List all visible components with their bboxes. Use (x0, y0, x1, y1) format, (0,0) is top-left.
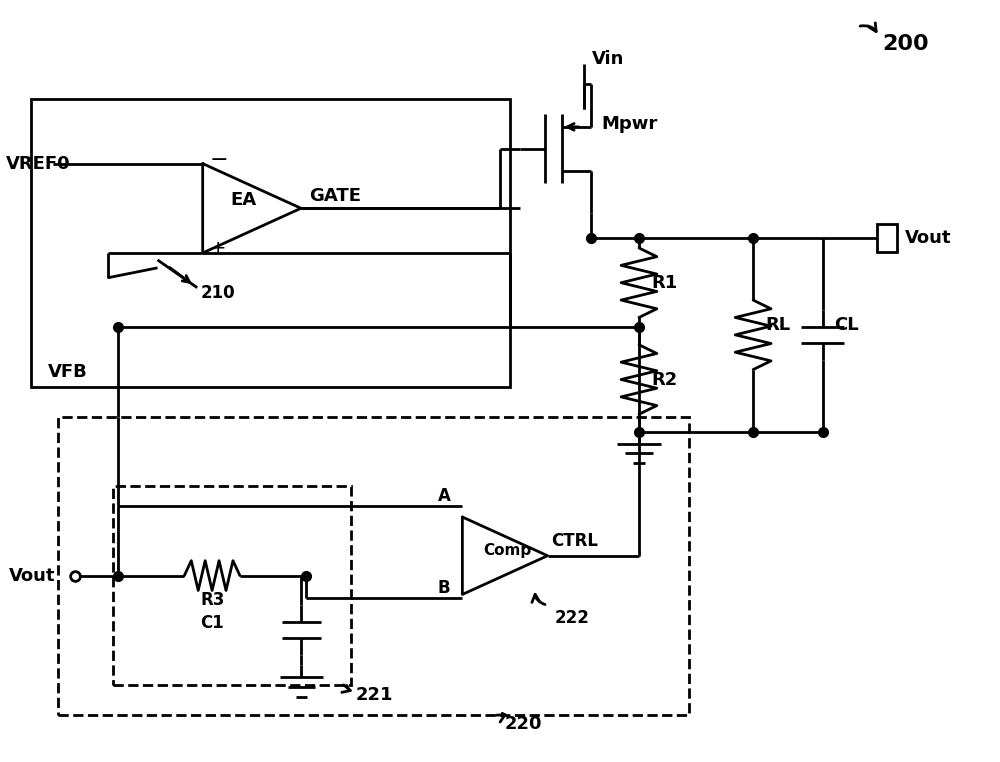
Text: EA: EA (230, 191, 256, 210)
Text: Vout: Vout (905, 229, 952, 247)
Bar (31, 99, 510, 387)
Text: RL: RL (765, 316, 790, 334)
Text: R2: R2 (651, 370, 677, 389)
Text: A: A (437, 487, 450, 505)
Text: 222: 222 (555, 610, 589, 627)
Text: GATE: GATE (309, 187, 361, 205)
Text: +: + (210, 239, 227, 258)
Text: Comp: Comp (483, 543, 531, 559)
Text: Vout: Vout (9, 567, 55, 584)
Text: VREF0: VREF0 (6, 155, 70, 173)
Text: C1: C1 (200, 614, 224, 632)
Text: −: − (210, 149, 229, 170)
Text: 221: 221 (356, 686, 394, 703)
Text: CTRL: CTRL (552, 532, 599, 550)
Text: VFB: VFB (48, 363, 88, 381)
Text: R1: R1 (651, 274, 677, 292)
Text: CL: CL (835, 316, 859, 334)
Text: 220: 220 (505, 716, 542, 734)
Text: 200: 200 (882, 34, 929, 54)
Text: Mpwr: Mpwr (601, 115, 658, 133)
Text: B: B (438, 579, 450, 597)
Text: R3: R3 (200, 591, 225, 610)
Text: 210: 210 (200, 283, 235, 302)
Bar (58, 417, 689, 715)
Text: Vin: Vin (592, 50, 625, 69)
Bar (113, 486, 351, 685)
Bar (877, 224, 897, 252)
